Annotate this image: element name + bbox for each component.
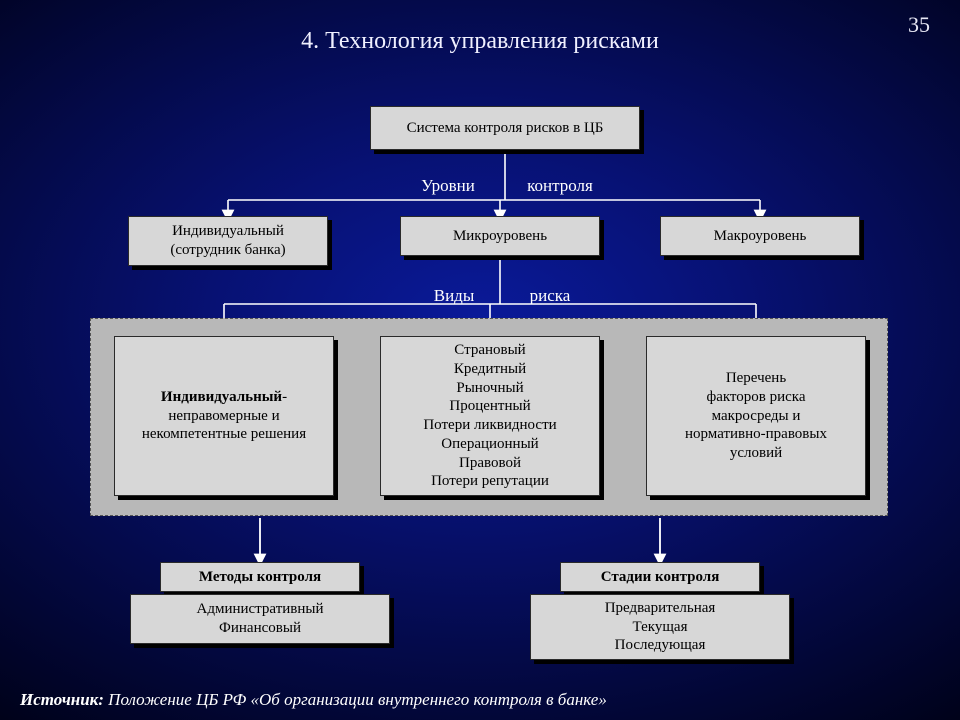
- text-line: Страновый: [454, 341, 525, 360]
- node-risk-micro: СтрановыйКредитныйРыночныйПроцентныйПоте…: [380, 336, 600, 496]
- text-line: Потери ликвидности: [423, 416, 556, 435]
- node-risk-macro: Переченьфакторов рискамакросреды инормат…: [646, 336, 866, 496]
- text-line: Правовой: [459, 454, 521, 473]
- node-root-text: Система контроля рисков в ЦБ: [407, 119, 604, 138]
- text-line: Финансовый: [219, 619, 301, 638]
- text-line: макросреды и: [712, 407, 801, 426]
- text-line: нормативно-правовых: [685, 425, 827, 444]
- text-line: Перечень: [726, 369, 786, 388]
- slide-title: 4. Технология управления рисками: [0, 28, 960, 55]
- text-line: Текущая: [633, 618, 688, 637]
- text-line: Рыночный: [456, 379, 523, 398]
- slide: 35 4. Технология управления рисками Сист…: [0, 0, 960, 720]
- text-line: Административный: [196, 600, 323, 619]
- text-line: Процентный: [449, 397, 530, 416]
- text-line: факторов риска: [706, 388, 805, 407]
- footer-lead: Источник:: [20, 690, 104, 709]
- node-level-micro: Микроуровень: [400, 216, 600, 256]
- footer-source: Источник: Положение ЦБ РФ «Об организаци…: [20, 690, 607, 710]
- text-line: Стадии контроля: [601, 568, 720, 587]
- text-line: Последующая: [615, 636, 706, 655]
- node-risk-individual: Индивидуальный- неправомерные и некомпет…: [114, 336, 334, 496]
- node-methods-title: Методы контроля: [160, 562, 360, 592]
- footer-text: Положение ЦБ РФ «Об организации внутренн…: [104, 690, 607, 709]
- text-line: Индивидуальный: [172, 222, 284, 241]
- node-level-individual: Индивидуальный (сотрудник банка): [128, 216, 328, 266]
- text-line: (сотрудник банка): [170, 241, 285, 260]
- text-line: условий: [730, 444, 782, 463]
- text-line: Предварительная: [605, 599, 716, 618]
- label-kinds-right: риска: [510, 286, 590, 306]
- label-kinds-left: Виды: [414, 286, 494, 306]
- text-line: Микроуровень: [453, 227, 547, 246]
- node-root: Система контроля рисков в ЦБ: [370, 106, 640, 150]
- text-line: Кредитный: [454, 360, 526, 379]
- label-levels-left: Уровни: [398, 176, 498, 196]
- node-stages-title: Стадии контроля: [560, 562, 760, 592]
- node-methods-body: АдминистративныйФинансовый: [130, 594, 390, 644]
- text-line: Макроуровень: [714, 227, 807, 246]
- text-line: Методы контроля: [199, 568, 321, 587]
- node-level-macro: Макроуровень: [660, 216, 860, 256]
- text-line: Операционный: [441, 435, 538, 454]
- text-line: Потери репутации: [431, 472, 549, 491]
- text-block: Индивидуальный- неправомерные и некомпет…: [121, 388, 327, 444]
- bold-lead: Индивидуальный: [161, 389, 282, 405]
- node-stages-body: ПредварительнаяТекущаяПоследующая: [530, 594, 790, 660]
- label-levels-right: контроля: [510, 176, 610, 196]
